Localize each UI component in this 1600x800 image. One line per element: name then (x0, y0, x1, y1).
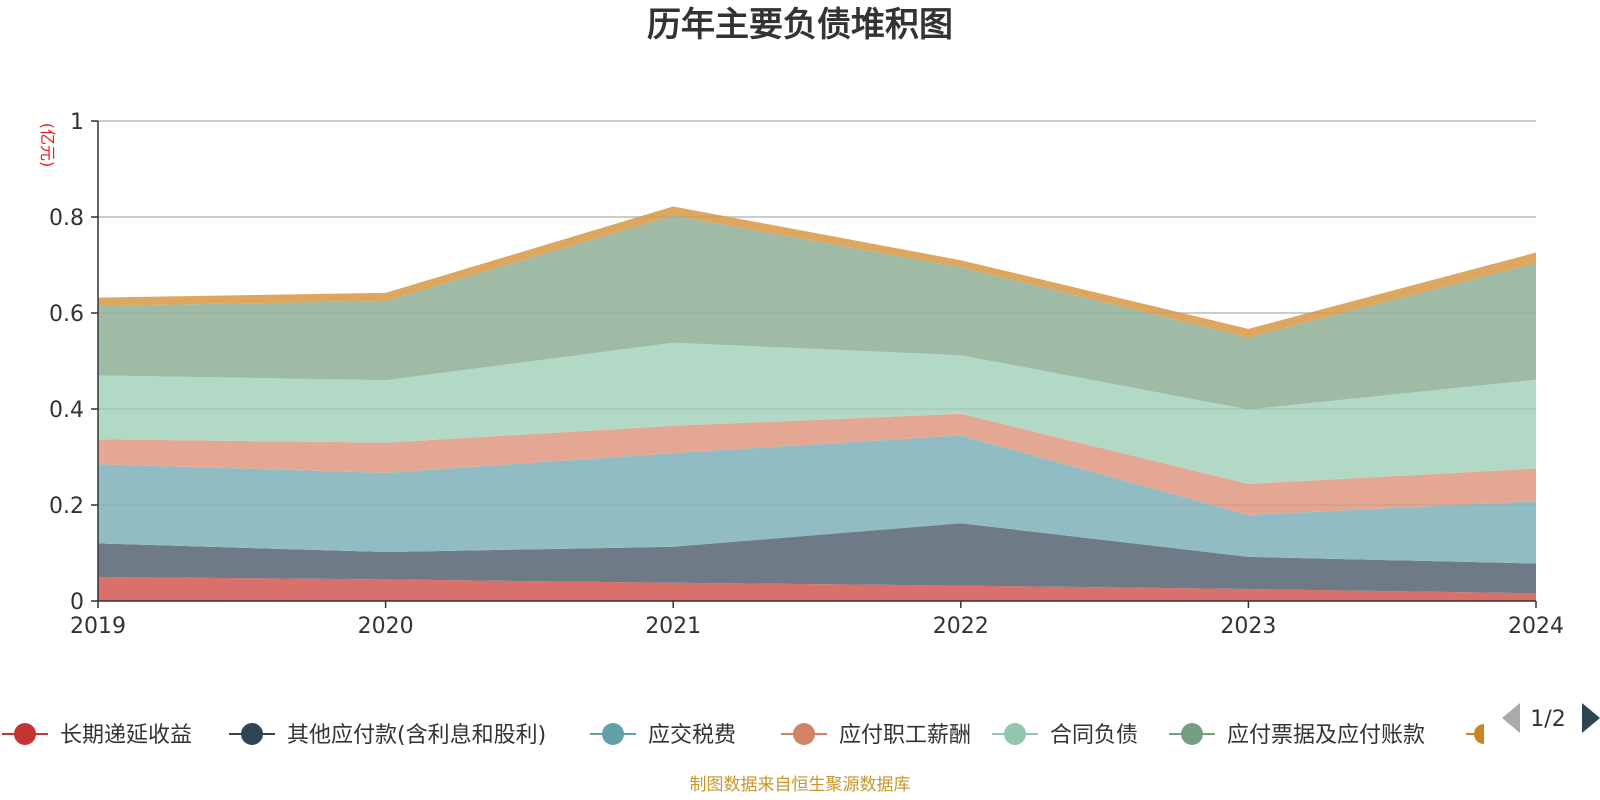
legend-next-icon[interactable] (1582, 703, 1600, 733)
legend-label: 合同负债 (1050, 723, 1138, 748)
y-unit-label: (亿元) (38, 123, 57, 168)
legend-item-2[interactable]: 应交税费 (590, 723, 736, 748)
area-series-2 (98, 435, 1536, 564)
legend-page-indicator: 1/2 (1530, 707, 1565, 732)
legend-item-4[interactable]: 合同负债 (992, 723, 1138, 748)
legend-label: 应付票据及应付账款 (1227, 723, 1425, 748)
y-tick-label: 0.2 (49, 494, 84, 519)
y-tick-label: 0.8 (49, 206, 84, 231)
legend-label: 应交税费 (648, 723, 736, 748)
legend-marker-icon (1181, 723, 1203, 745)
legend-item-5[interactable]: 应付票据及应付账款 (1169, 723, 1425, 748)
legend-marker-icon (14, 723, 36, 745)
x-tick-label: 2021 (645, 614, 701, 639)
area-series-5 (98, 215, 1536, 410)
legend: 长期递延收益 其他应付款(含利息和股利) 应交税费 应付职工薪酬 合同负债 应付票据及应付… (2, 723, 1484, 748)
area-series (98, 120, 1536, 601)
x-tick-label: 2023 (1220, 614, 1276, 639)
legend-marker-icon (241, 723, 263, 745)
legend-prev-icon[interactable] (1502, 703, 1520, 733)
x-tick-label: 2022 (933, 614, 989, 639)
y-tick-label: 0.6 (49, 302, 84, 327)
legend-item-0[interactable]: 长期递延收益 (2, 723, 192, 748)
x-tick-label: 2020 (358, 614, 414, 639)
legend-label: 长期递延收益 (60, 723, 192, 748)
legend-item-3[interactable]: 应付职工薪酬 (781, 723, 971, 748)
axes: 0 0.2 0.4 0.6 0.8 1 2019 2020 2021 2022 2023 2024 (49, 110, 1564, 639)
legend-marker-icon (1004, 723, 1026, 745)
area-series-1 (98, 523, 1536, 594)
legend-marker-icon (602, 723, 624, 745)
legend-marker-icon (793, 723, 815, 745)
x-tick-label: 2019 (70, 614, 126, 639)
area-series-4 (98, 342, 1536, 484)
legend-label: 应付职工薪酬 (839, 723, 971, 748)
data-source-note: 制图数据来自恒生聚源数据库 (690, 775, 911, 795)
area-series-0 (98, 577, 1536, 601)
legend-marker-icon (1474, 724, 1484, 744)
area-series-3 (98, 413, 1536, 516)
y-tick-label: 0 (70, 590, 84, 615)
x-tick-label: 2024 (1508, 614, 1564, 639)
y-tick-label: 0.4 (49, 398, 84, 423)
legend-label: 其他应付款(含利息和股利) (287, 723, 546, 748)
legend-pager: 1/2 (1502, 703, 1600, 733)
y-tick-label: 1 (70, 110, 84, 135)
chart-title: 历年主要负债堆积图 (647, 5, 953, 45)
legend-item-6[interactable] (1466, 724, 1484, 744)
legend-item-1[interactable]: 其他应付款(含利息和股利) (229, 723, 546, 748)
